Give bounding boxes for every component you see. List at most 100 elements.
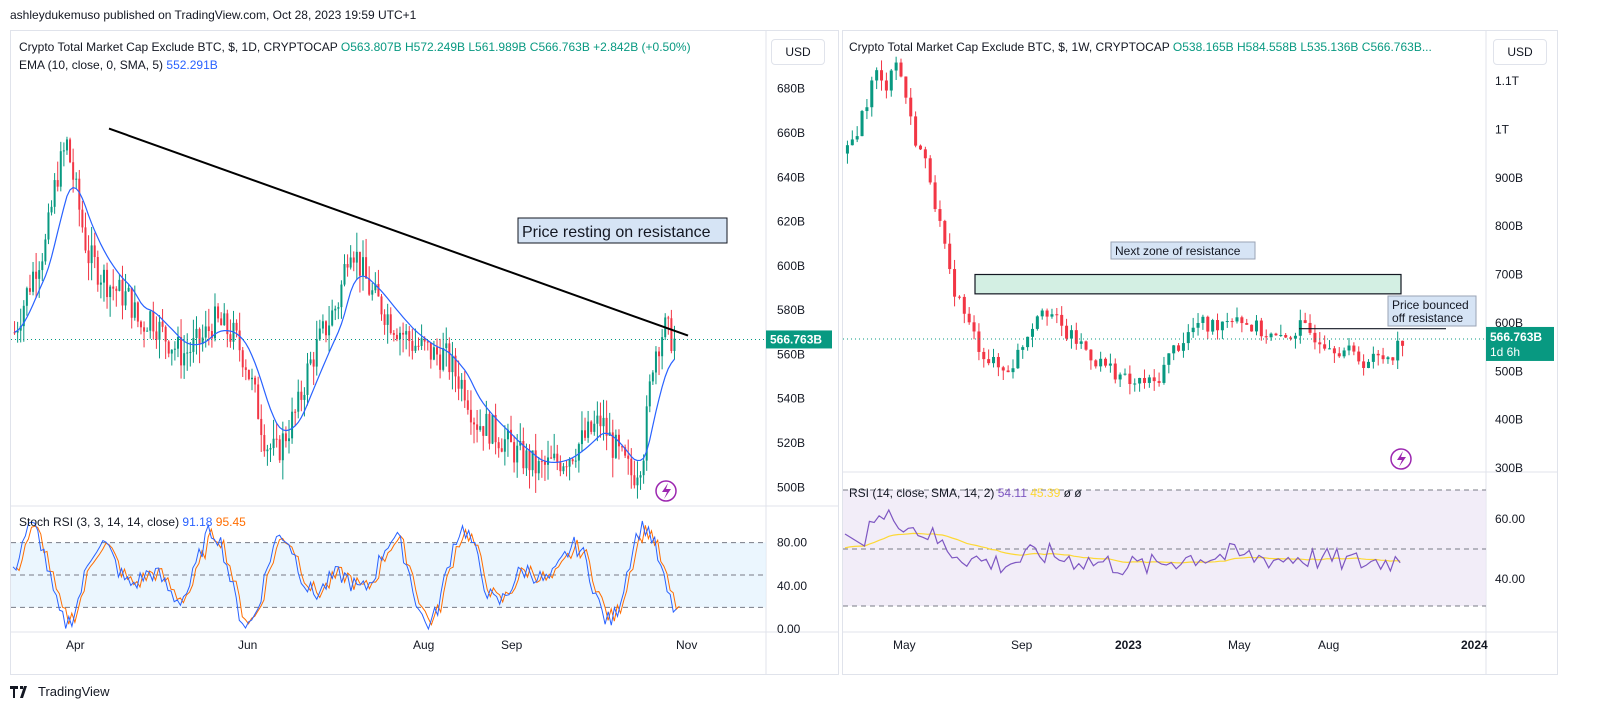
- right-candle: [1069, 330, 1073, 339]
- y-tick-label: 900B: [1495, 171, 1523, 185]
- left-candle: [540, 461, 543, 463]
- left-currency-button[interactable]: USD: [771, 39, 825, 65]
- x-tick-label: Aug: [1318, 638, 1339, 652]
- y-tick-label: 500B: [1495, 364, 1523, 378]
- left-candle: [543, 461, 546, 465]
- left-candle: [207, 326, 210, 332]
- left-candle: [414, 345, 417, 351]
- right-candle: [1362, 361, 1366, 368]
- left-candle: [429, 342, 432, 360]
- left-candle: [426, 341, 429, 343]
- right-candle: [928, 158, 932, 183]
- left-candle: [513, 442, 516, 463]
- left-candle: [537, 461, 540, 474]
- left-candle: [442, 348, 445, 370]
- right-candle: [1254, 320, 1258, 332]
- ema-legend: EMA (10, close, 0, SMA, 5) 552.291B: [19, 58, 218, 72]
- right-candle: [1318, 342, 1322, 345]
- left-candle: [13, 332, 16, 334]
- right-candle: [1050, 314, 1054, 317]
- left-candle: [217, 306, 220, 319]
- right-candle: [1026, 336, 1030, 348]
- right-candle: [1240, 317, 1244, 324]
- rsi-label[interactable]: RSI (14, close, SMA, 14, 2): [849, 486, 995, 500]
- right-low: L535.136B: [1300, 40, 1359, 54]
- right-candle: [943, 220, 947, 244]
- right-candle: [1371, 353, 1375, 362]
- lightning-icon: [1390, 448, 1412, 470]
- right-candle: [909, 97, 913, 117]
- x-tick-label: Sep: [501, 638, 523, 652]
- left-candle: [149, 311, 152, 331]
- left-candle: [473, 422, 476, 425]
- right-currency-button[interactable]: USD: [1493, 39, 1547, 65]
- rsi-band: [843, 490, 1486, 606]
- right-candle: [1298, 320, 1302, 336]
- ema-label[interactable]: EMA (10, close, 0, SMA, 5): [19, 58, 164, 72]
- left-candle: [371, 290, 374, 295]
- left-candle: [611, 432, 614, 458]
- left-candle: [281, 433, 284, 461]
- left-symbol-title[interactable]: Crypto Total Market Cap Exclude BTC, $, …: [19, 40, 338, 54]
- right-candle: [1128, 373, 1132, 385]
- left-candle: [559, 462, 562, 472]
- left-candle: [257, 384, 260, 419]
- right-candle: [962, 296, 966, 314]
- left-candle: [500, 448, 503, 452]
- stoch-label[interactable]: Stoch RSI (3, 3, 14, 14, close): [19, 515, 180, 529]
- right-symbol-title[interactable]: Crypto Total Market Cap Exclude BTC, $, …: [849, 40, 1170, 54]
- right-candle: [1118, 374, 1122, 380]
- right-candle: [977, 331, 981, 352]
- right-candle: [1303, 320, 1307, 323]
- y-tick-label: 540B: [777, 392, 805, 406]
- right-candle: [982, 351, 986, 360]
- left-candle: [186, 352, 189, 354]
- left-candle: [127, 287, 130, 292]
- left-candle: [244, 367, 247, 370]
- left-open: O563.807B: [340, 40, 402, 54]
- right-chart-canvas[interactable]: 1.1T 1T 900B 800B 700B 600B 500B 400B 300B Next z…: [843, 31, 1557, 674]
- x-tick-label: Sep: [1011, 638, 1033, 652]
- left-candle: [220, 318, 223, 326]
- left-candle: [235, 322, 238, 331]
- left-candle: [460, 379, 463, 389]
- left-candle: [661, 337, 664, 357]
- right-candle: [1259, 320, 1263, 337]
- left-candle: [284, 433, 287, 442]
- bounce-label-1: Price bounced: [1392, 298, 1469, 312]
- left-candle: [614, 434, 617, 458]
- left-candle: [587, 421, 590, 438]
- right-candle: [1094, 360, 1098, 367]
- right-candle: [1186, 332, 1190, 344]
- y-tick-label: 800B: [1495, 219, 1523, 233]
- x-tick-label: Aug: [413, 638, 434, 652]
- left-candle: [124, 291, 127, 306]
- left-candle: [90, 245, 93, 264]
- left-candle: [53, 180, 56, 207]
- price-tag-label: 566.763B: [770, 332, 822, 346]
- left-candle: [223, 313, 226, 326]
- left-candle: [358, 251, 361, 276]
- left-legend: Crypto Total Market Cap Exclude BTC, $, …: [19, 40, 691, 54]
- left-candle: [180, 337, 183, 366]
- left-candle: [241, 350, 244, 368]
- right-candle: [1357, 351, 1361, 362]
- left-candle: [633, 475, 636, 486]
- rsi-ma-value: 45.39: [1030, 486, 1061, 500]
- left-candle: [334, 308, 337, 311]
- left-candle: [75, 178, 78, 180]
- x-tick-label: May: [893, 638, 916, 652]
- x-tick-label: Nov: [676, 638, 697, 652]
- right-candle: [996, 356, 1000, 368]
- right-candle: [1342, 350, 1346, 357]
- right-candle: [1211, 320, 1215, 332]
- left-candle: [624, 447, 627, 456]
- left-candle: [303, 394, 306, 400]
- right-candle: [1245, 323, 1249, 325]
- left-candle: [143, 327, 146, 332]
- left-chart-canvas[interactable]: 680B 660B 640B 620B 600B 580B 560B 540B 520B 500B…: [11, 31, 838, 674]
- right-candle: [1386, 357, 1390, 360]
- left-candle: [365, 257, 368, 279]
- left-candle: [328, 325, 331, 336]
- left-candle: [35, 271, 38, 279]
